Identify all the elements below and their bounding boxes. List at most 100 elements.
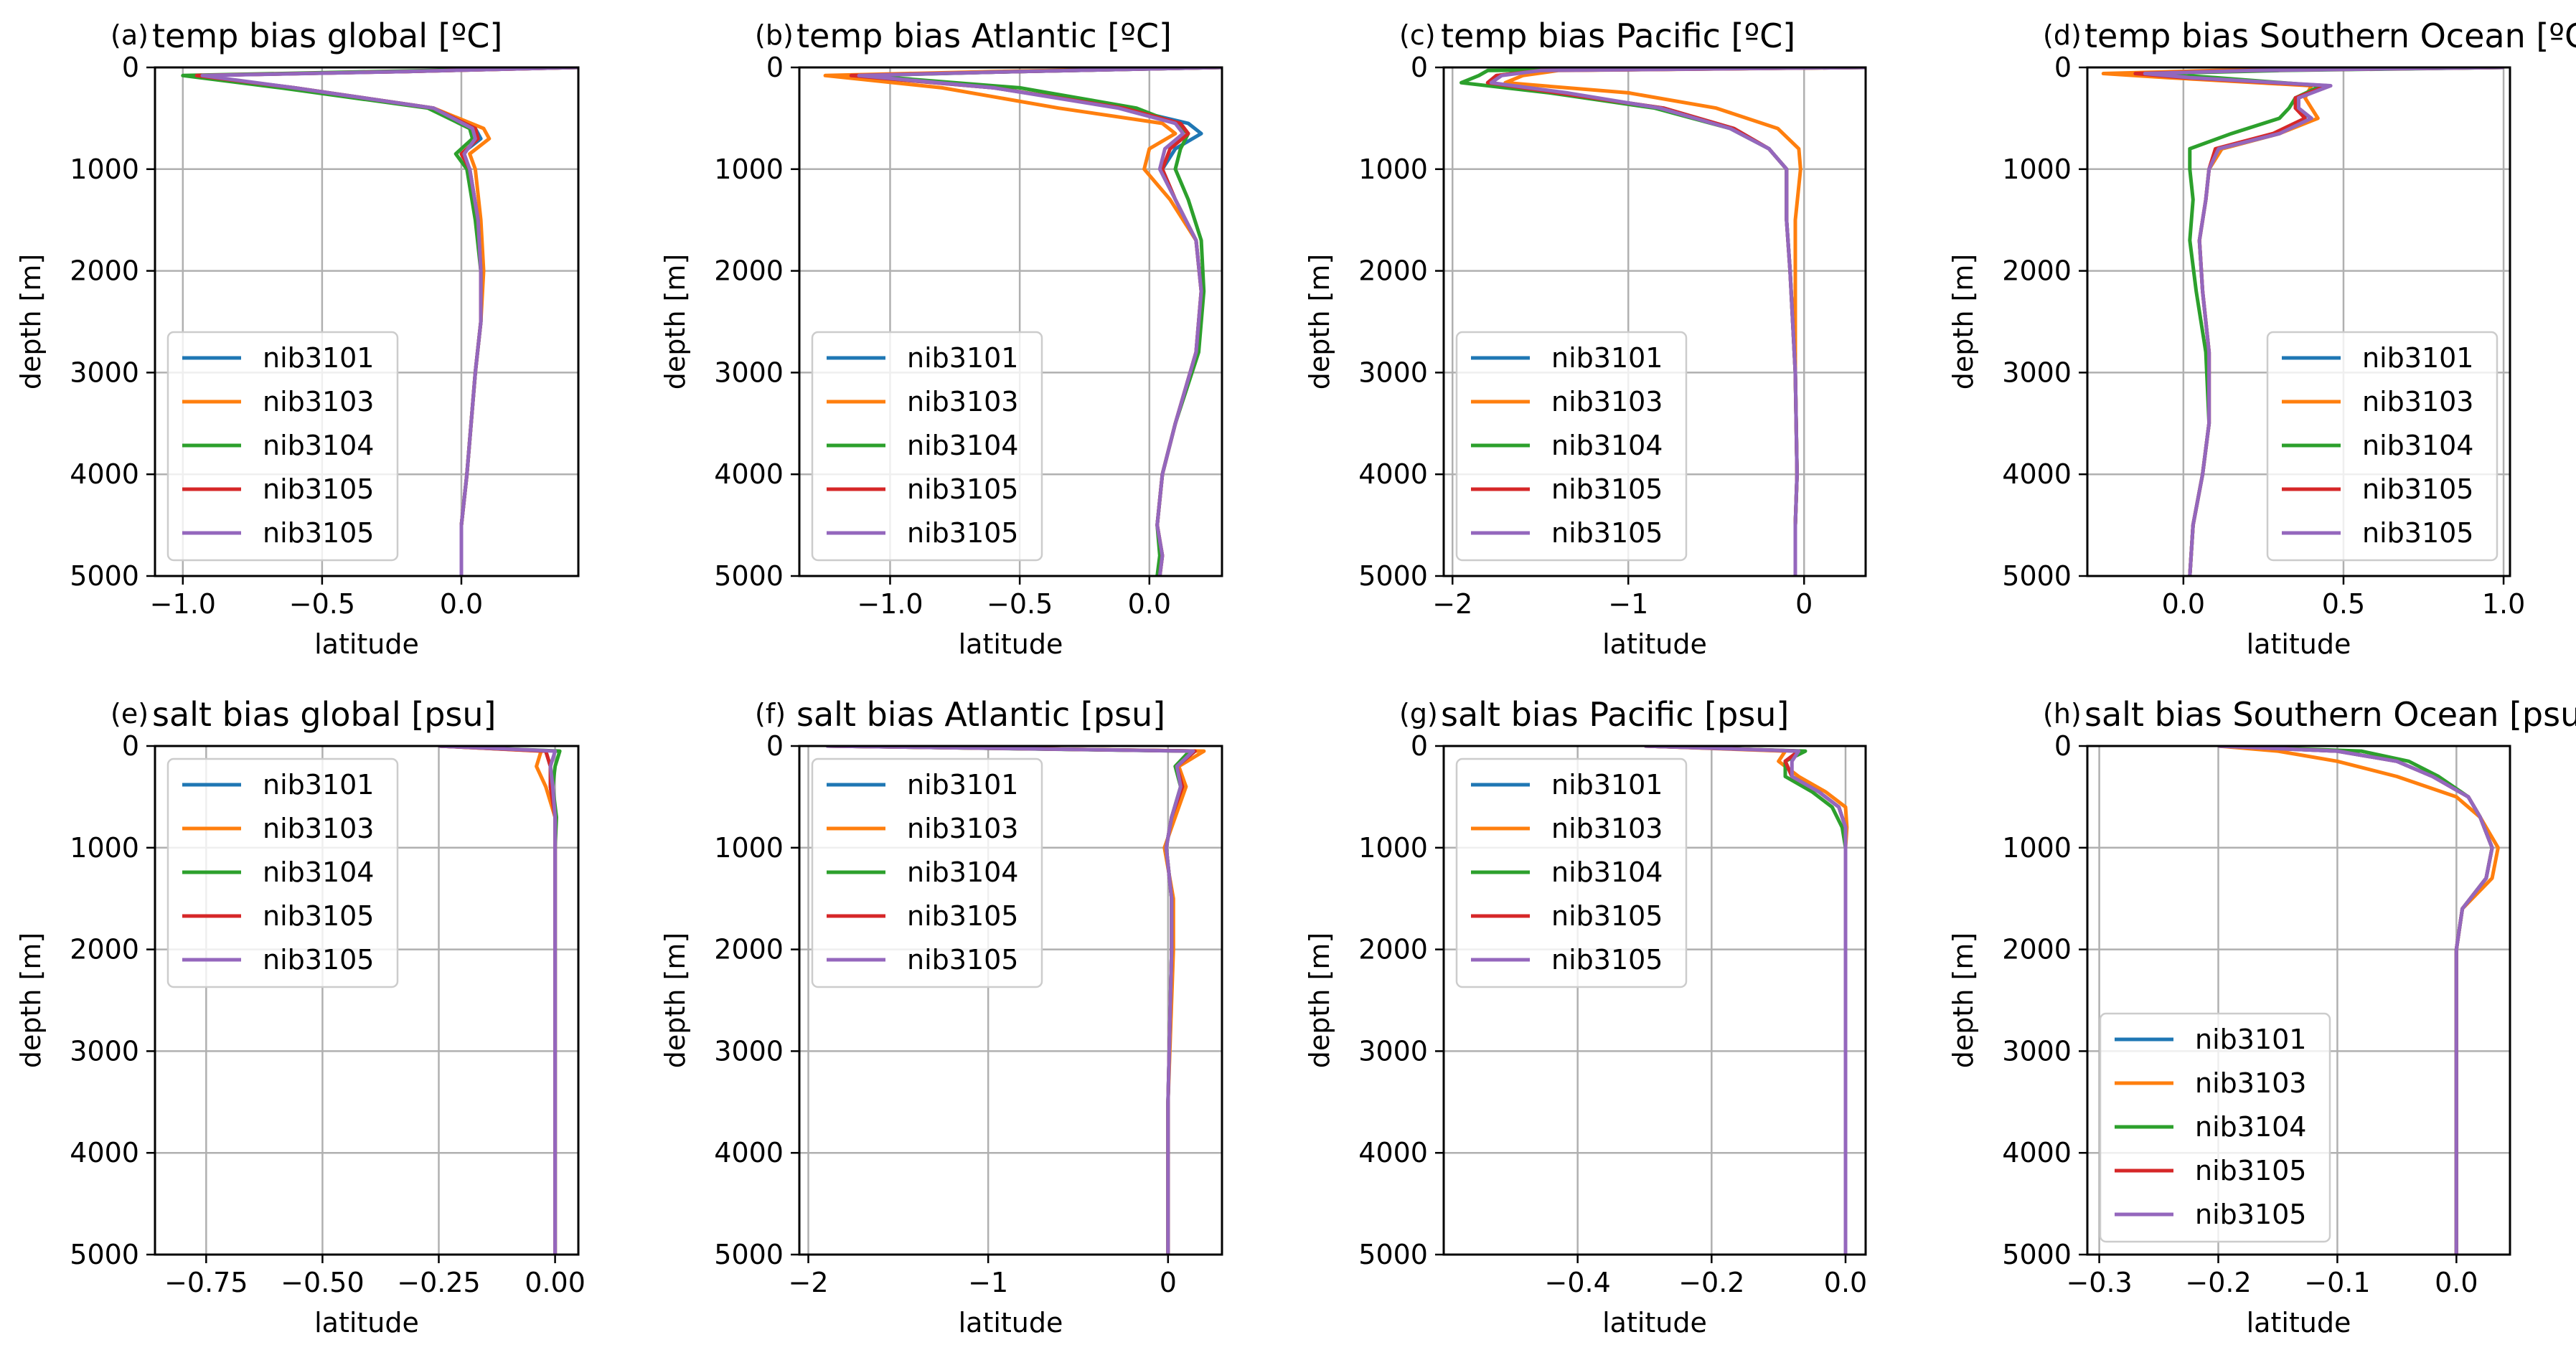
legend-label-nib3101: nib3101: [907, 342, 1018, 374]
series-line-nib3105: [2143, 67, 2504, 576]
x-tick-label: 0.0: [1824, 1267, 1867, 1298]
legend-label-nib3103: nib3103: [263, 386, 374, 417]
y-tick-label: 5000: [2002, 1239, 2072, 1270]
x-axis-label: latitude: [314, 628, 419, 660]
legend-label-nib3105: nib3105: [263, 473, 374, 505]
x-axis-label: latitude: [2247, 1307, 2351, 1339]
legend: nib3101 nib3103 nib3104 nib3105 nib3105: [2266, 331, 2499, 562]
chart-panel-g: −0.4 −0.2 0.0 0 1000 2000 3000 4000 5000 latitude…: [1304, 695, 1867, 1339]
x-axis-label: latitude: [1602, 628, 1707, 660]
legend-label-nib3104: nib3104: [2362, 430, 2473, 461]
y-tick-label: 0: [766, 730, 784, 762]
x-tick-label: −0.2: [2185, 1267, 2251, 1298]
y-axis-label: depth [m]: [1947, 933, 1979, 1068]
x-tick-label: 0.0: [2162, 588, 2205, 620]
legend-label-nib3104: nib3104: [263, 430, 374, 461]
x-axis-label: latitude: [959, 628, 1063, 660]
chart-panel-b: −1.0 −0.5 0.0 0 1000 2000 3000 4000 5000 latitude…: [659, 16, 1223, 660]
series-line-nib3105: [1489, 67, 1866, 576]
legend-label-nib3101: nib3101: [1551, 342, 1663, 374]
panel-letter: (g): [1399, 698, 1438, 730]
y-tick-label: 4000: [1358, 1137, 1428, 1168]
y-axis-label: depth [m]: [1304, 933, 1335, 1068]
y-tick-label: 2000: [2002, 255, 2072, 287]
x-tick-label: −1: [968, 1267, 1008, 1298]
y-tick-label: 4000: [2002, 458, 2072, 490]
legend-label-nib3105: nib3105: [907, 944, 1018, 976]
y-tick-label: 4000: [714, 458, 784, 490]
x-tick-label: −0.50: [281, 1267, 364, 1298]
legend-label-nib3105: nib3105: [1551, 900, 1663, 932]
chart-panel-c: −2 −1 0 0 1000 2000 3000 4000 5000 latitude depth …: [1304, 16, 1867, 660]
y-tick-label: 3000: [70, 1035, 139, 1067]
y-tick-label: 1000: [2002, 154, 2072, 185]
chart-panel-f: −2 −1 0 0 1000 2000 3000 4000 5000 latitude depth …: [659, 695, 1223, 1339]
y-tick-label: 5000: [2002, 560, 2072, 592]
axes-frame: [154, 66, 580, 577]
legend-label-nib3105: nib3105: [1551, 473, 1663, 505]
legend-label-nib3104: nib3104: [263, 856, 374, 888]
y-tick-label: 0: [2054, 730, 2072, 762]
x-axis-label: latitude: [2247, 628, 2351, 660]
legend-label-nib3103: nib3103: [2195, 1067, 2306, 1099]
y-tick-label: 2000: [70, 255, 139, 287]
legend-label-nib3105: nib3105: [907, 900, 1018, 932]
panel-title: salt bias global [psu]: [152, 695, 496, 734]
x-axis-label: latitude: [314, 1307, 419, 1339]
legend-label-nib3104: nib3104: [1551, 856, 1663, 888]
panel-title: salt bias Southern Ocean [psu]: [2084, 695, 2576, 734]
y-tick-label: 1000: [1358, 832, 1428, 864]
series-line-nib3105: [1644, 746, 1848, 1255]
x-tick-label: 0: [1160, 1267, 1177, 1298]
y-tick-label: 3000: [2002, 357, 2072, 388]
panel-letter: (d): [2043, 19, 2082, 51]
legend: nib3101 nib3103 nib3104 nib3105 nib3105: [166, 757, 399, 988]
legend-label-nib3104: nib3104: [1551, 430, 1663, 461]
y-tick-label: 3000: [1358, 357, 1428, 388]
legend-label-nib3105: nib3105: [263, 900, 374, 932]
legend-box: [166, 331, 399, 562]
series-line-nib3105: [826, 746, 1195, 1255]
panel-title: temp bias Atlantic [ºC]: [796, 16, 1172, 55]
series-line-nib3105: [2218, 746, 2494, 1255]
y-tick-label: 1000: [70, 832, 139, 864]
x-tick-label: −0.3: [2066, 1267, 2132, 1298]
legend-label-nib3105: nib3105: [2195, 1199, 2306, 1230]
series-line-nib3105: [857, 67, 1222, 576]
y-tick-label: 4000: [2002, 1137, 2072, 1168]
y-tick-label: 4000: [70, 458, 139, 490]
x-axis-label: latitude: [959, 1307, 1063, 1339]
legend-box: [2099, 1012, 2331, 1243]
series-line-nib3105: [438, 746, 558, 1255]
y-tick-label: 2000: [714, 255, 784, 287]
y-tick-label: 3000: [1358, 1035, 1428, 1067]
panel-title: temp bias Southern Ocean [ºC]: [2084, 16, 2576, 55]
y-axis-label: depth [m]: [659, 933, 691, 1068]
y-axis-label: depth [m]: [15, 933, 47, 1068]
legend: nib3101 nib3103 nib3104 nib3105 nib3105: [811, 331, 1043, 562]
legend-label-nib3101: nib3101: [263, 769, 374, 801]
legend: nib3101 nib3103 nib3104 nib3105 nib3105: [811, 757, 1043, 988]
legend-label-nib3105: nib3105: [1551, 517, 1663, 549]
legend-label-nib3104: nib3104: [907, 430, 1018, 461]
panel-title: temp bias Pacific [ºC]: [1441, 16, 1795, 55]
x-tick-label: 0.0: [1128, 588, 1171, 620]
series-line-nib3104: [438, 746, 562, 1255]
y-tick-label: 2000: [2002, 934, 2072, 966]
legend-label-nib3104: nib3104: [907, 856, 1018, 888]
x-tick-label: −2: [1432, 588, 1472, 620]
series-line-nib3105: [200, 67, 578, 576]
legend: nib3101 nib3103 nib3104 nib3105 nib3105: [1455, 757, 1688, 988]
y-tick-label: 3000: [2002, 1035, 2072, 1067]
legend-label-nib3103: nib3103: [907, 386, 1018, 417]
y-tick-label: 0: [122, 730, 139, 762]
series-group: [2101, 67, 2504, 576]
y-tick-label: 4000: [70, 1137, 139, 1168]
series-group: [823, 67, 1222, 576]
x-tick-label: 0.0: [440, 588, 483, 620]
y-tick-label: 5000: [714, 560, 784, 592]
legend: nib3101 nib3103 nib3104 nib3105 nib3105: [166, 331, 399, 562]
legend-label-nib3105: nib3105: [263, 944, 374, 976]
series-line-nib3105: [438, 746, 558, 1255]
panel-title: salt bias Pacific [psu]: [1441, 695, 1789, 734]
